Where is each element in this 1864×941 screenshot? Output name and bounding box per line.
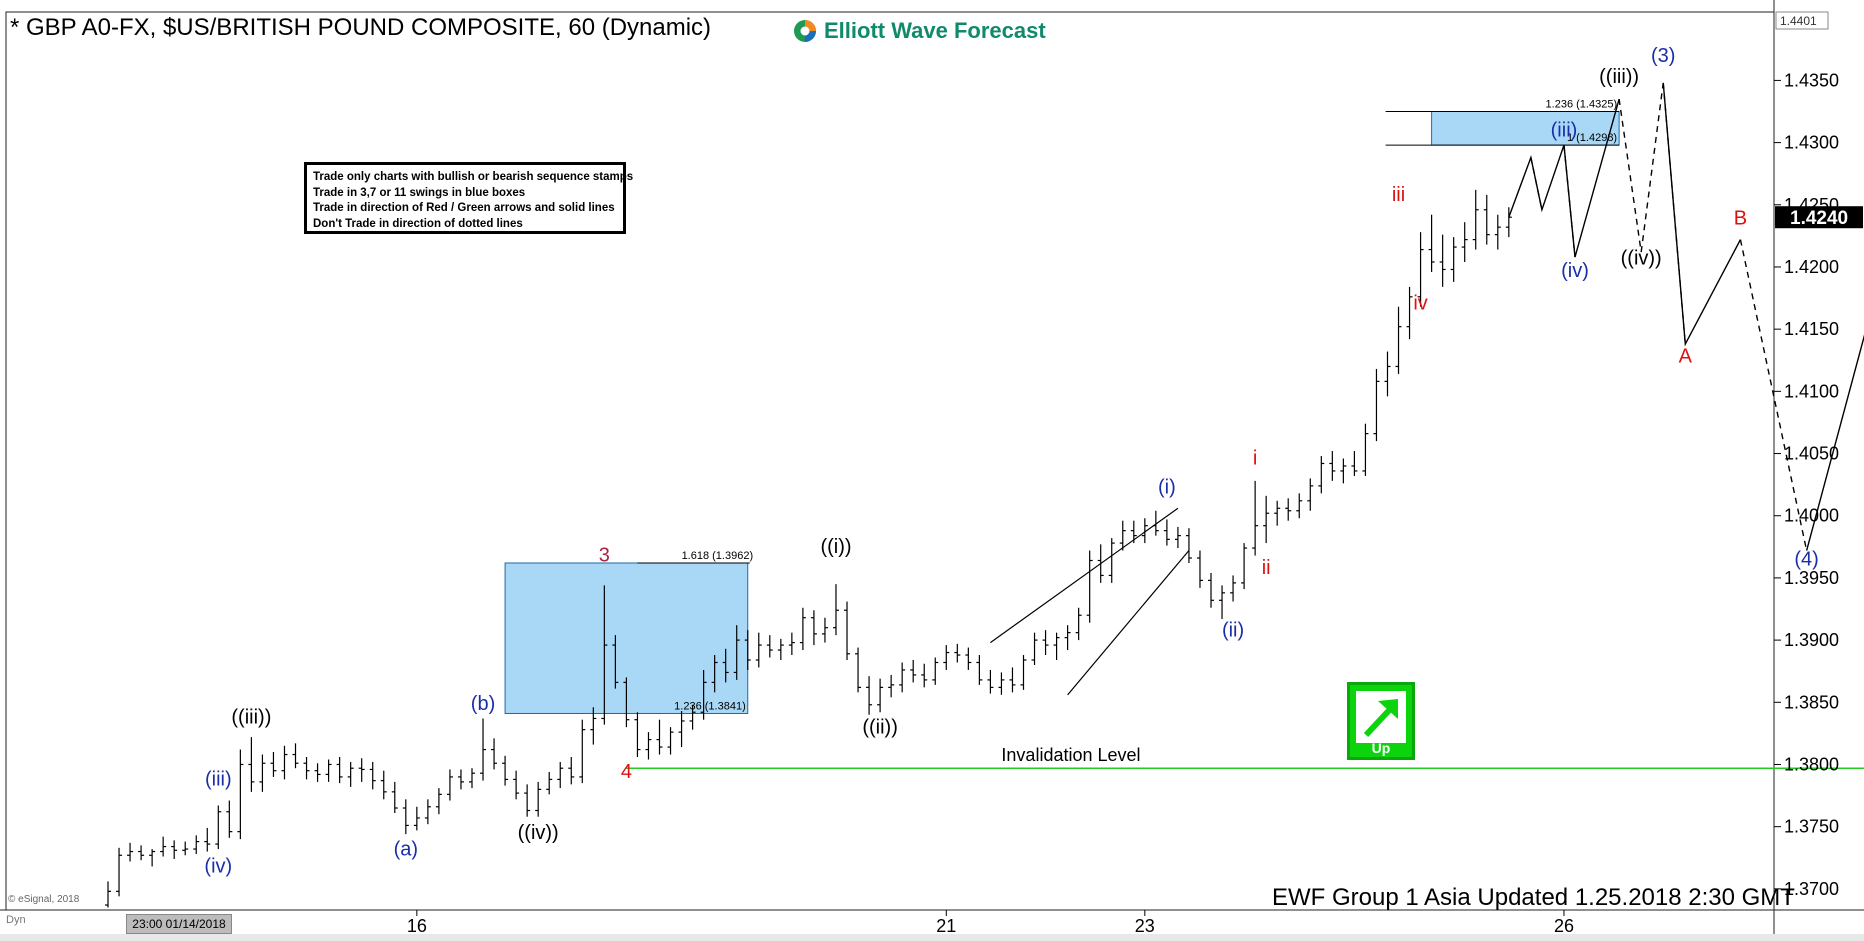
y-tick-label: 1.3950 [1784, 568, 1839, 588]
x-tick-label: 16 [407, 916, 427, 936]
top-price-box [1775, 11, 1829, 30]
wave-label: ((ii)) [862, 716, 898, 738]
update-footer: EWF Group 1 Asia Updated 1.25.2018 2:30 … [1272, 884, 1795, 911]
x-tick-label: 23 [1135, 916, 1155, 936]
projection-path [1805, 334, 1864, 551]
wave-label: (ii) [1222, 619, 1244, 641]
fib-target-box [1431, 111, 1620, 146]
wave-label: A [1679, 346, 1693, 368]
projection-path [1662, 82, 1742, 347]
up-stamp: Up [1347, 682, 1415, 760]
invalidation-label: Invalidation Level [1001, 745, 1140, 765]
projection-dashed-path [1563, 145, 1576, 258]
wave-label: (3) [1651, 45, 1675, 67]
last-price-pointer [1775, 206, 1783, 229]
projection-path [1508, 98, 1620, 258]
logo-text: Elliott Wave Forecast [824, 18, 1046, 43]
projection-dashed-path [1739, 239, 1808, 551]
top-price-label: 1.4401 [1780, 14, 1817, 28]
copyright: © eSignal, 2018 [8, 894, 80, 905]
wave-label: (b) [471, 693, 495, 715]
y-tick-label: 1.3900 [1784, 630, 1839, 650]
y-tick-label: 1.4150 [1784, 319, 1839, 339]
y-tick-label: 1.3750 [1784, 817, 1839, 837]
x-tick-label: 26 [1554, 916, 1574, 936]
wave-label: iii [1392, 184, 1405, 206]
fib-label-bottom: 1.236 (1.3841) [674, 700, 746, 712]
rule-line: Trade only charts with bullish or bearis… [313, 171, 634, 183]
fib-label-top: 1.236 (1.4325) [1546, 99, 1618, 111]
fib-label-bottom: 1 (1.4298) [1567, 132, 1617, 144]
y-tick-label: 1.4200 [1784, 257, 1839, 277]
y-tick-label: 1.4300 [1784, 133, 1839, 153]
rule-line: Trade in 3,7 or 11 swings in blue boxes [313, 186, 526, 199]
ewf-logo-icon [794, 20, 816, 42]
wave-label: ((iii)) [1599, 66, 1639, 88]
wave-label: 3 [599, 545, 610, 567]
wave-label: B [1734, 208, 1747, 230]
y-tick-label: 1.4100 [1784, 381, 1839, 401]
channel-line [990, 507, 1179, 644]
x-tick-label: 21 [936, 916, 956, 936]
y-tick-label: 1.4050 [1784, 444, 1839, 464]
wave-label: (a) [394, 838, 418, 860]
fib-label-top: 1.618 (1.3962) [682, 550, 754, 562]
wave-label: (iii) [1551, 119, 1578, 141]
wave-label: (i) [1158, 476, 1176, 498]
wave-label: (4) [1794, 548, 1818, 570]
wave-label: (iii) [205, 769, 232, 791]
trading-rules-box: Trade only charts with bullish or bearis… [304, 162, 634, 234]
last-price-label: 1.4240 [1790, 208, 1848, 229]
last-price-marker [1775, 206, 1863, 229]
cursor-time-box: 23:00 01/14/2018 [126, 914, 232, 934]
wave-label: ((iii)) [231, 706, 271, 728]
bottom-scroll-strip [0, 934, 1864, 941]
dyn-label: Dyn [6, 914, 26, 926]
rule-line: Trade in direction of Red / Green arrows… [313, 202, 615, 214]
y-tick-label: 1.4350 [1784, 70, 1839, 90]
wave-label: ii [1262, 557, 1271, 579]
wave-label: ((iv)) [1621, 247, 1662, 269]
channel-line [1067, 550, 1190, 696]
chart-title: * GBP A0-FX, $US/BRITISH POUND COMPOSITE… [10, 14, 712, 41]
logo: Elliott Wave Forecast [792, 18, 1046, 44]
y-tick-label: 1.3850 [1784, 692, 1839, 712]
y-tick-label: 1.4000 [1784, 506, 1839, 526]
wave-label: i [1253, 448, 1257, 470]
y-tick-label: 1.3700 [1784, 879, 1839, 899]
up-arrow-icon [1356, 691, 1406, 743]
up-label: Up [1371, 740, 1391, 756]
wave-label: iv [1413, 292, 1427, 314]
wave-label: ((iv)) [518, 822, 559, 844]
wave-label: ((i)) [820, 536, 851, 558]
wave-label: (iv) [1561, 260, 1589, 282]
projection-dashed-path [1530, 157, 1543, 210]
rule-line: Don't Trade in direction of dotted lines [313, 217, 523, 230]
projection-dashed-path [1618, 98, 1642, 253]
wave-label: (iv) [204, 856, 232, 878]
wave-label: 4 [621, 761, 632, 783]
y-tick-label: 1.3800 [1784, 754, 1839, 774]
